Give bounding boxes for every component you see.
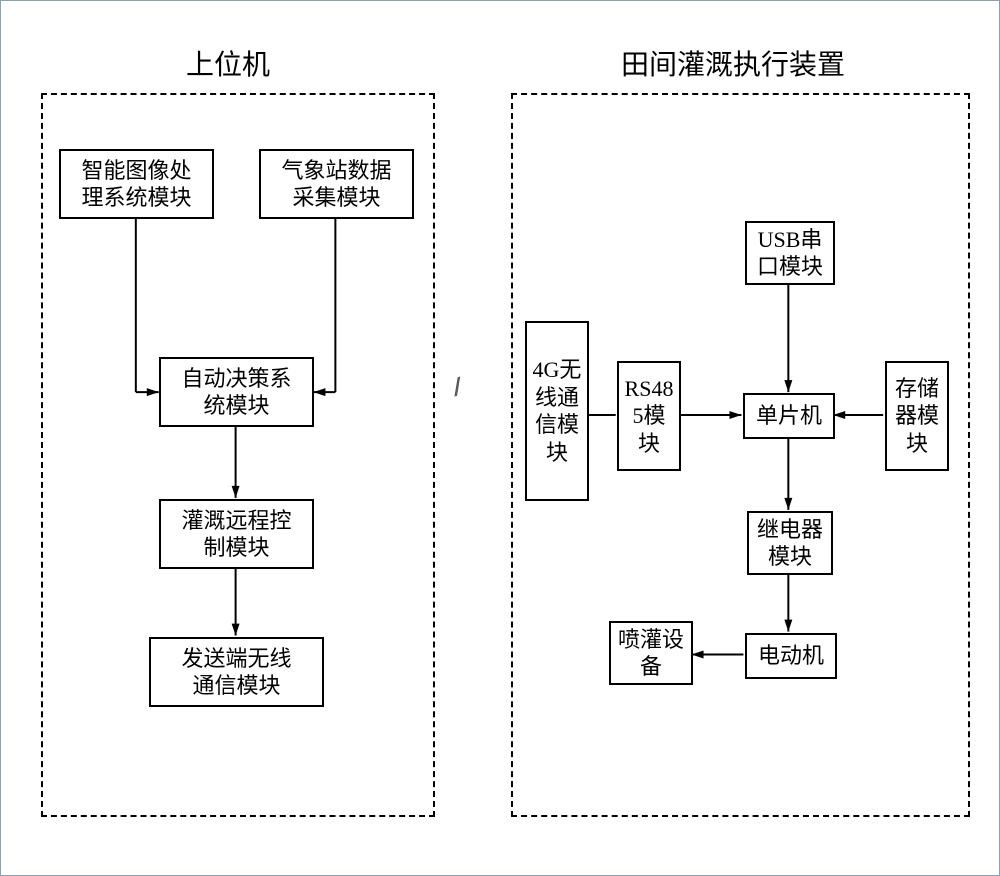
wireless-link-icon: // bbox=[448, 373, 460, 402]
node-mcu: 单片机 bbox=[743, 393, 835, 439]
node-sprinkler: 喷灌设备 bbox=[609, 621, 693, 685]
node-relay: 继电器模块 bbox=[747, 511, 833, 575]
node-motor: 电动机 bbox=[745, 633, 837, 679]
title-right: 田间灌溉执行装置 bbox=[621, 43, 845, 83]
node-weather-station: 气象站数据采集模块 bbox=[259, 149, 414, 219]
node-usb-serial: USB串口模块 bbox=[745, 221, 835, 285]
node-decision-system: 自动决策系统模块 bbox=[159, 357, 314, 427]
node-irrigation-control: 灌溉远程控制模块 bbox=[159, 499, 314, 569]
title-left: 上位机 bbox=[186, 43, 270, 83]
diagram-canvas: 上位机 田间灌溉执行装置 智能图像处理系统模块 气象站数据采集模块 自动决策系统… bbox=[0, 0, 1000, 876]
node-storage: 存储器模块 bbox=[885, 361, 949, 471]
node-tx-wireless: 发送端无线通信模块 bbox=[149, 637, 324, 707]
node-image-processing: 智能图像处理系统模块 bbox=[59, 149, 214, 219]
node-rs485: RS485模块 bbox=[617, 361, 681, 471]
node-4g-wireless: 4G无线通信模块 bbox=[525, 321, 589, 501]
